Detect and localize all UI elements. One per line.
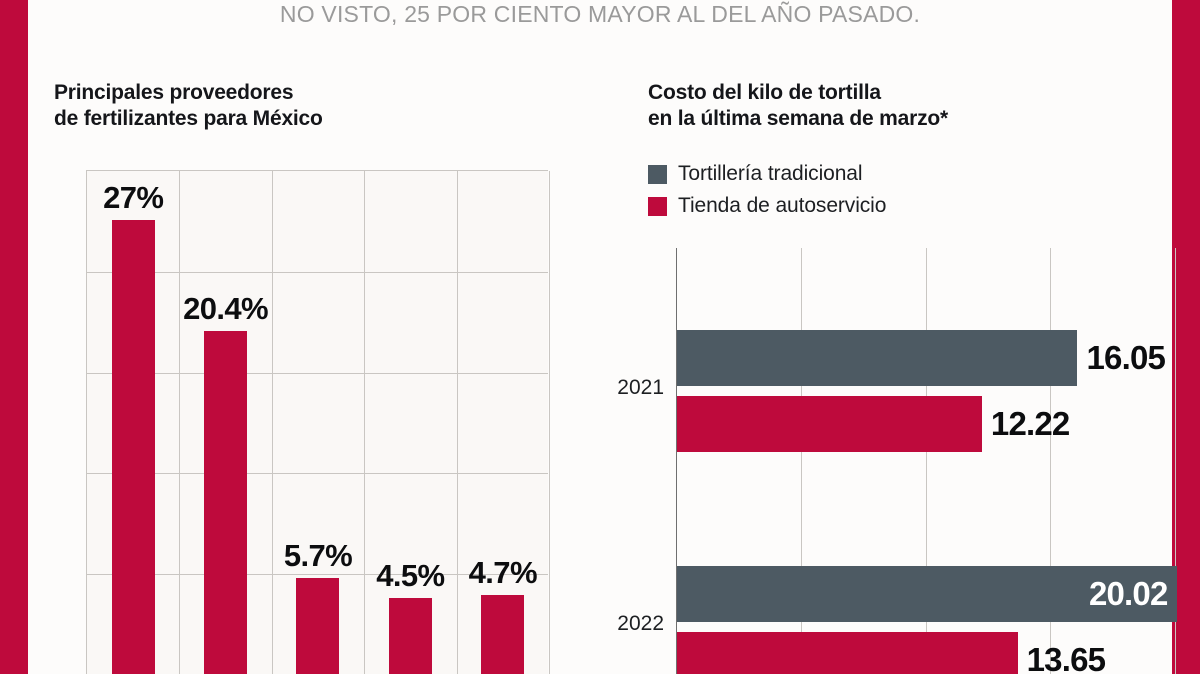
- h-gridline: [87, 473, 548, 475]
- right-chart-plot-area: 2021 16.05 12.22 2022 20.02 13.65: [617, 248, 1200, 674]
- bar-group: 4.7%: [457, 171, 549, 674]
- legend-item-tortilleria: Tortillería tradicional: [648, 158, 886, 190]
- v-gridline: [925, 248, 927, 674]
- left-chart-title-line-2: de fertilizantes para México: [54, 107, 323, 130]
- tortilla-price-bar-chart: 2021 16.05 12.22 2022 20.02 13.65: [588, 248, 1200, 674]
- right-chart-y-axis: [676, 248, 677, 674]
- left-chart-plot-area: 27% 20.4% 5.7% 4.5% 4.7%: [86, 170, 550, 674]
- fertilizer-suppliers-bar-chart: 27% 20.4% 5.7% 4.5% 4.7%: [58, 142, 550, 674]
- v-gridline: [1175, 248, 1177, 674]
- legend-swatch-icon: [648, 164, 667, 184]
- bar-value-label: 13.65: [1026, 641, 1106, 674]
- h-gridline: [87, 372, 548, 374]
- bar-group: 27%: [87, 171, 179, 674]
- right-accent-strip: [1172, 0, 1200, 674]
- v-gridline: [549, 171, 550, 674]
- bar-value-label: 5.7%: [283, 538, 353, 574]
- bar: [677, 396, 982, 452]
- right-chart-title-line-2: en la última semana de marzo*: [648, 107, 948, 130]
- left-accent-strip: [0, 0, 28, 674]
- right-chart-title-line-1: Costo del kilo de tortilla: [648, 81, 881, 104]
- bar-group: 5.7%: [272, 171, 364, 674]
- headline-line-2: NO VISTO, 25 POR CIENTO MAYOR AL DEL AÑO…: [279, 1, 921, 27]
- bar: [677, 330, 1078, 386]
- bar-group: 20.4%: [179, 171, 271, 674]
- content-pane: TORTILLA: EL PRECIO DEL MAÍZ SE DISPARA …: [28, 0, 1177, 674]
- left-chart-title: Principales proveedores de fertilizantes…: [54, 80, 323, 132]
- bar: [677, 566, 1177, 622]
- left-chart-title-line-1: Principales proveedores: [54, 81, 294, 104]
- headline: TORTILLA: EL PRECIO DEL MAÍZ SE DISPARA …: [28, 0, 1172, 28]
- bar-group: 4.5%: [364, 171, 456, 674]
- bar: [677, 632, 1018, 674]
- category-label: 2022: [617, 612, 664, 635]
- legend-item-autoservicio: Tienda de autoservicio: [648, 190, 886, 222]
- bar-value-label: 4.5%: [376, 558, 445, 594]
- v-gridline: [364, 171, 366, 674]
- bar: [111, 220, 155, 674]
- h-gridline: [87, 574, 548, 576]
- bar: [481, 595, 525, 674]
- legend-swatch-icon: [648, 196, 667, 216]
- v-gridline: [179, 171, 181, 674]
- bar-value-label: 4.7%: [468, 555, 538, 591]
- right-chart-legend: Tortillería tradicional Tienda de autose…: [648, 158, 886, 222]
- bar-value-label: 16.05: [1086, 339, 1166, 376]
- right-chart-title: Costo del kilo de tortilla en la última …: [648, 80, 948, 132]
- bar: [296, 578, 340, 674]
- v-gridline: [800, 248, 802, 674]
- v-gridline: [1050, 248, 1052, 674]
- bar: [388, 598, 432, 674]
- v-gridline: [271, 171, 273, 674]
- bar-value-label: 12.22: [990, 405, 1070, 442]
- legend-label: Tortillería tradicional: [678, 162, 863, 185]
- h-gridline: [87, 271, 548, 273]
- v-gridline: [456, 171, 458, 674]
- bar-value-label: 27%: [103, 180, 164, 216]
- legend-label: Tienda de autoservicio: [678, 194, 887, 217]
- bar-value-label: 20.02: [1088, 575, 1168, 612]
- bar-value-label: 20.4%: [183, 291, 269, 327]
- category-label: 2021: [617, 376, 664, 399]
- bar: [204, 331, 248, 674]
